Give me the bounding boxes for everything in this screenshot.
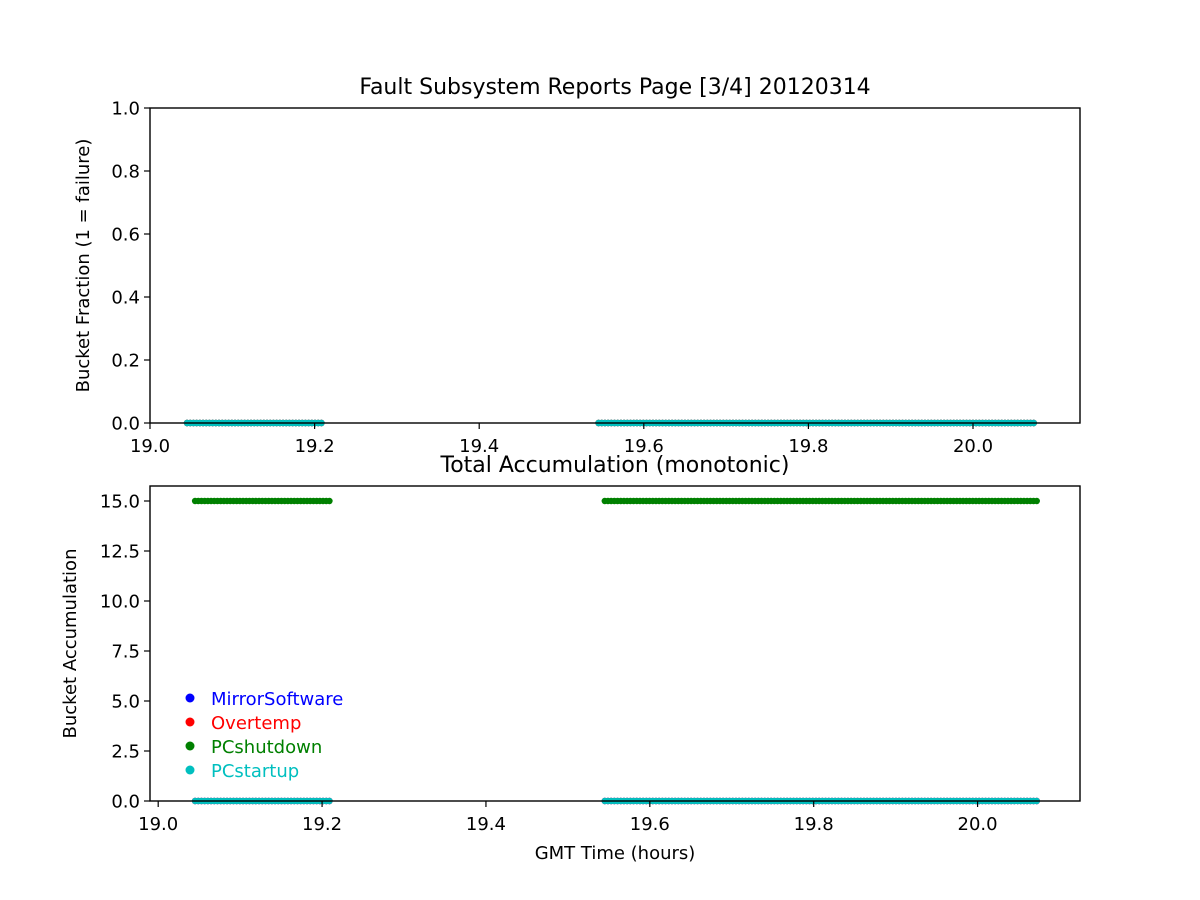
x-tick-label: 19.4 [459, 436, 499, 457]
y-tick-label: 0.0 [111, 792, 140, 813]
x-tick-label: 19.4 [466, 814, 506, 835]
y-tick-label: 0.6 [111, 225, 140, 246]
y-tick-label: 0.4 [111, 288, 140, 309]
legend-entry: PCstartup [211, 761, 299, 782]
x-tick-label: 19.0 [130, 436, 170, 457]
axes-frame [149, 107, 1081, 424]
panel-total-accumulation: 19.0 19.2 19.4 19.6 19.8 20.0 0.0 2.5 5.0 7.5 10.0… [60, 453, 1081, 864]
data-point [1033, 497, 1040, 505]
series-pcshutdown [191, 497, 1040, 505]
legend-marker [185, 717, 195, 727]
x-tick-label: 19.6 [630, 814, 670, 835]
y-axis-label: Bucket Fraction (1 = failure) [73, 139, 94, 393]
legend-marker [185, 741, 195, 751]
y-tick-label: 2.5 [111, 742, 140, 763]
x-tick-label: 20.0 [958, 814, 998, 835]
x-tick-label: 19.2 [302, 814, 342, 835]
y-tick-label: 0.8 [111, 162, 140, 183]
y-tick-label: 15.0 [100, 492, 140, 513]
data-point [326, 497, 333, 505]
panel-fault-fraction: 19.0 19.2 19.4 19.6 19.8 20.0 0.0 0.2 0.4 0.6 0.8 1… [73, 75, 1081, 457]
chart-title: Total Accumulation (monotonic) [440, 453, 790, 478]
y-tick-label: 5.0 [111, 692, 140, 713]
y-axis-label: Bucket Accumulation [60, 549, 81, 739]
legend: MirrorSoftware Overtemp PCshutdown PCstartu… [185, 689, 343, 782]
x-tick-label: 19.8 [794, 814, 834, 835]
x-tick-label: 19.2 [295, 436, 335, 457]
y-tick-label: 1.0 [111, 99, 140, 120]
legend-marker [185, 693, 195, 703]
data-points [191, 497, 1040, 805]
legend-entry: Overtemp [211, 713, 301, 734]
y-tick-label: 7.5 [111, 642, 140, 663]
legend-entry: MirrorSoftware [211, 689, 343, 710]
legend-entry: PCshutdown [211, 737, 322, 758]
y-tick-label: 0.0 [111, 414, 140, 435]
x-tick-label: 19.0 [138, 814, 178, 835]
x-tick-label: 19.6 [624, 436, 664, 457]
y-tick-label: 0.2 [111, 351, 140, 372]
axes-frame [149, 485, 1081, 802]
y-tick-label: 12.5 [100, 542, 140, 563]
y-tick-label: 10.0 [100, 592, 140, 613]
x-tick-label: 19.8 [788, 436, 828, 457]
x-tick-label: 20.0 [953, 436, 993, 457]
legend-marker [185, 765, 195, 775]
chart-title: Fault Subsystem Reports Page [3/4] 20120… [359, 75, 870, 100]
x-axis-label: GMT Time (hours) [535, 843, 696, 864]
